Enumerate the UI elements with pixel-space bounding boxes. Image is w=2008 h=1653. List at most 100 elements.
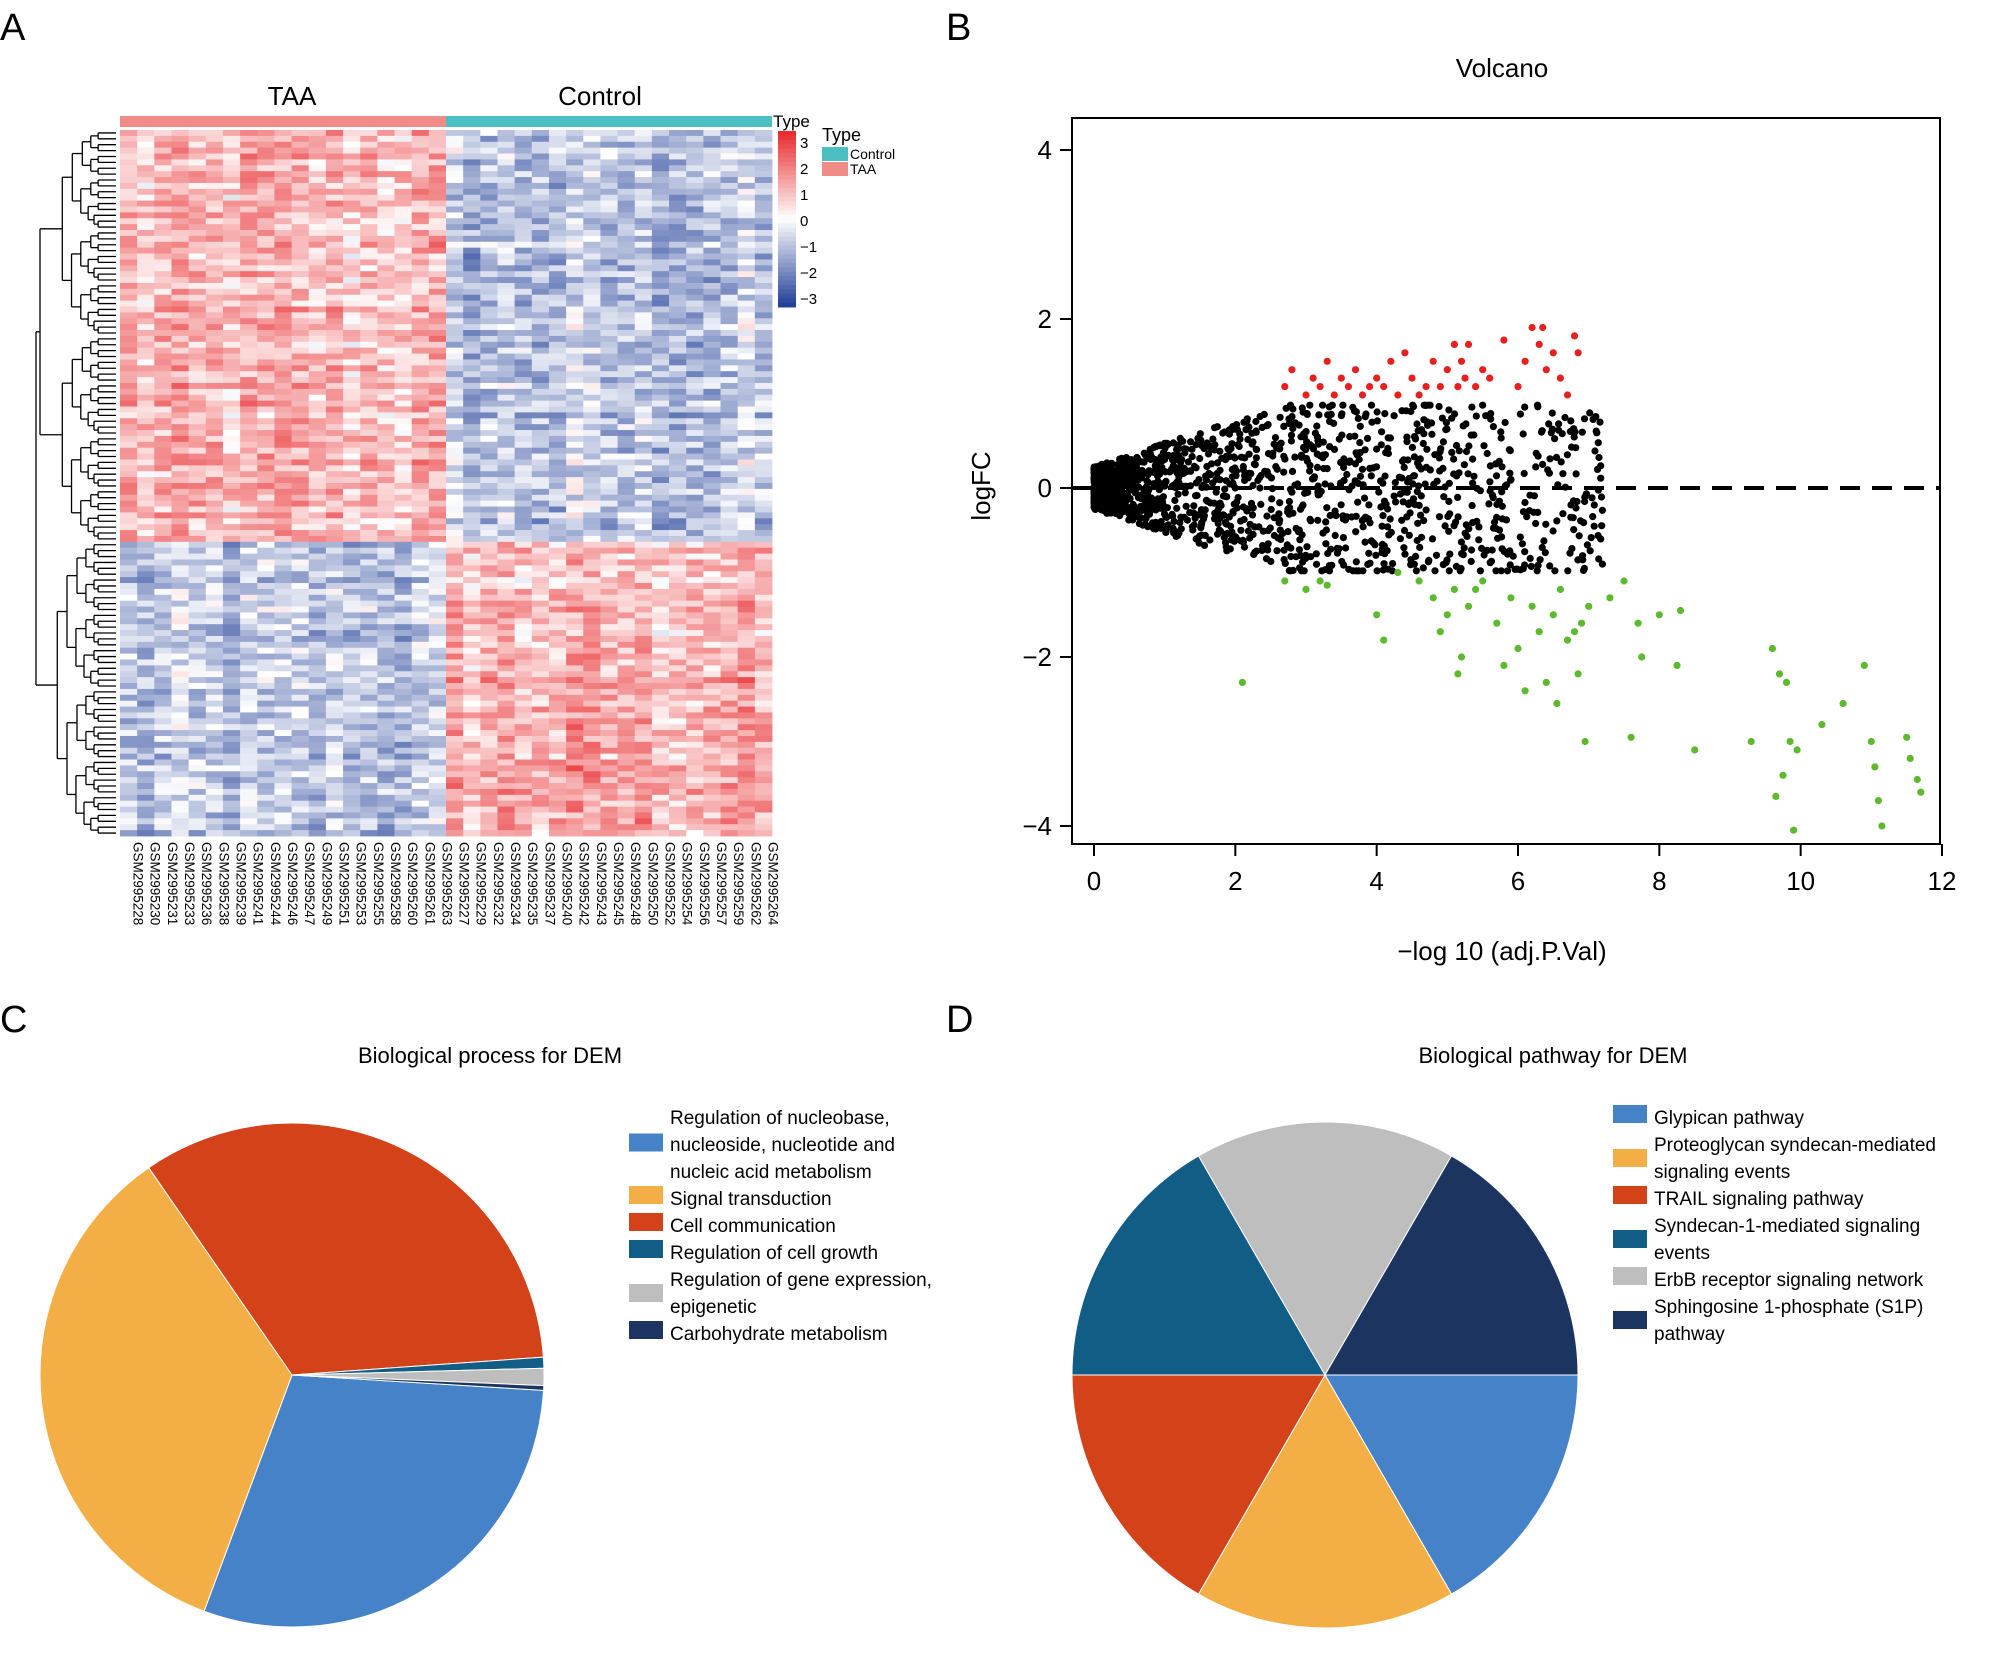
heatmap-cell: [720, 371, 739, 378]
heatmap-cell: [360, 759, 378, 766]
heatmap-cell: [411, 459, 430, 466]
heatmap-cell: [325, 147, 344, 154]
heatmap-cell: [222, 188, 241, 196]
heatmap-cell: [703, 424, 721, 431]
heatmap-cell: [411, 512, 430, 519]
heatmap-cell: [120, 253, 138, 260]
heatmap-cell: [274, 241, 292, 249]
heatmap-cell: [222, 606, 241, 613]
heatmap-cell: [257, 300, 275, 307]
heatmap-cell: [343, 477, 361, 484]
heatmap-cell: [308, 224, 327, 231]
heatmap-cell: [531, 683, 550, 690]
heatmap-cell: [634, 606, 653, 613]
heatmap-cell: [257, 188, 275, 196]
heatmap-cell: [137, 571, 155, 578]
heatmap-cell: [240, 794, 258, 802]
heatmap-cell: [240, 524, 258, 531]
heatmap-cell: [171, 235, 190, 243]
heatmap-cell: [446, 677, 464, 684]
heatmap-cell: [205, 312, 224, 319]
heatmap-cell: [583, 165, 601, 172]
heatmap-cell: [222, 353, 241, 360]
heatmap-cell: [446, 735, 464, 743]
heatmap-cell: [274, 388, 292, 396]
heatmap-cell: [240, 647, 258, 655]
heatmap-cell: [291, 618, 310, 625]
heatmap-cell: [686, 230, 704, 237]
heatmap-cell: [205, 541, 224, 549]
heatmap-cell: [240, 612, 258, 619]
heatmap-cell: [377, 171, 395, 178]
heatmap-cell: [120, 259, 138, 266]
heatmap-cell: [360, 147, 378, 154]
heatmap-cell: [463, 312, 481, 319]
heatmap-cell: [583, 765, 601, 772]
heatmap-cell: [446, 541, 464, 549]
heatmap-cell: [600, 506, 618, 513]
heatmap-cell: [428, 812, 447, 819]
heatmap-cell: [308, 512, 327, 519]
heatmap-cell: [634, 588, 653, 596]
heatmap-cell: [686, 235, 704, 243]
heatmap-cell: [137, 730, 155, 737]
heatmap-cell: [583, 683, 601, 690]
heatmap-cell: [274, 171, 292, 178]
heatmap-cell: [274, 253, 292, 260]
heatmap-cell: [669, 471, 687, 478]
heatmap-cell: [583, 506, 601, 513]
heatmap-cell: [428, 677, 447, 684]
heatmap-cell: [188, 153, 207, 160]
heatmap-cell: [257, 324, 275, 331]
heatmap-cell: [188, 388, 207, 396]
heatmap-cell: [446, 765, 464, 772]
heatmap-cell: [360, 700, 378, 707]
heatmap-cell: [343, 465, 361, 472]
heatmap-cell: [291, 724, 310, 731]
heatmap-cell: [343, 347, 361, 354]
heatmap-cell: [240, 359, 258, 366]
heatmap-cell: [360, 465, 378, 472]
heatmap-cell: [394, 730, 413, 737]
heatmap-cell: [411, 230, 430, 237]
heatmap-cell: [428, 377, 447, 384]
heatmap-cell: [188, 359, 207, 366]
heatmap-cell: [686, 806, 704, 813]
heatmap-cell: [137, 494, 155, 502]
heatmap-cell: [703, 665, 721, 672]
heatmap-cell: [497, 694, 516, 702]
heatmap-cell: [171, 671, 190, 678]
heatmap-cell: [463, 412, 481, 419]
heatmap-cell: [171, 465, 190, 472]
heatmap-cell: [120, 594, 138, 602]
heatmap-cell: [394, 559, 413, 566]
heatmap-cell: [222, 794, 241, 802]
heatmap-cell: [120, 418, 138, 425]
heatmap-cell: [360, 265, 378, 272]
heatmap-cell: [686, 424, 704, 431]
heatmap-cell: [548, 177, 567, 184]
heatmap-cell: [514, 606, 533, 613]
heatmap-cell: [394, 153, 413, 160]
heatmap-cell: [205, 512, 224, 519]
heatmap-cell: [308, 524, 327, 531]
heatmap-cell: [514, 147, 533, 154]
heatmap-cell: [325, 459, 344, 466]
heatmap-cell: [703, 518, 721, 525]
heatmap-cell: [600, 288, 618, 296]
heatmap-cell: [154, 500, 172, 507]
heatmap-cell: [480, 653, 498, 660]
heatmap-cell: [480, 271, 498, 278]
heatmap-cell: [325, 135, 344, 143]
heatmap-cell: [308, 377, 327, 384]
heatmap-cell: [480, 300, 498, 307]
heatmap-cell: [377, 441, 395, 449]
heatmap-cell: [617, 177, 636, 184]
heatmap-cell: [274, 606, 292, 613]
heatmap-cell: [548, 159, 567, 166]
heatmap-cell: [257, 177, 275, 184]
heatmap-cell: [737, 724, 756, 731]
heatmap-cell: [154, 335, 172, 343]
heatmap-cell: [754, 418, 773, 425]
heatmap-cell: [480, 500, 498, 507]
